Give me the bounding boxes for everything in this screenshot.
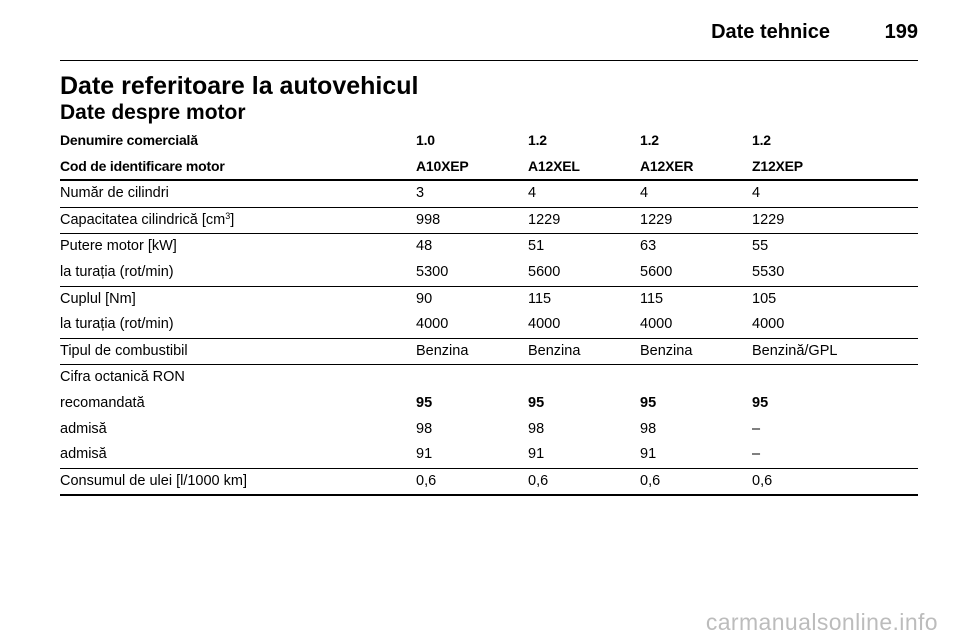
table-cell: 998 [416,207,528,235]
table-cell: 95 [416,394,433,411]
table-row-octane-allowed-1: admisă 98 98 98 – [60,417,918,443]
row-label-superscript: 3 [225,210,231,221]
table-cell: 105 [752,290,777,307]
table-cell: 98 [528,420,545,437]
table-cell: 91 [528,442,640,469]
table-cell: 95 [640,394,657,411]
page-header: Date tehnice 199 [0,18,918,48]
table-row-octane-allowed-2: admisă 91 91 91 – [60,442,918,469]
table-cell: Benzină/GPL [752,338,918,366]
table-cell: 1229 [640,207,752,235]
row-label: Cifra octanică RON [60,369,185,386]
subsection-title: Date despre motor [60,101,246,124]
table-row-octane-recommended: recomandată 95 95 95 95 [60,391,918,417]
row-label: Consumul de ulei [l/1000 km] [60,468,416,497]
table-header-cell: A10XEP [416,153,528,182]
table-cell [528,365,640,391]
table-cell: 4 [528,180,640,208]
row-label: Putere motor [kW] [60,238,177,255]
table-cell: 5300 [416,259,528,287]
table-cell: 98 [416,420,433,437]
table-cell: 63 [640,238,657,255]
table-cell: 91 [640,442,752,469]
table-header-label: Cod de identificare motor [60,153,416,182]
table-cell: Benzina [416,338,528,366]
table-row-fuel-type: Tipul de combustibil Benzina Benzina Ben… [60,338,918,366]
table-cell [416,365,528,391]
table-cell: 4 [640,180,752,208]
row-label: Cuplul [Nm] [60,290,136,307]
table-header-row-trade-name: Denumire comercială 1.0 1.2 1.2 1.2 [60,128,918,154]
table-cell: 55 [752,238,769,255]
table-header-cell: Z12XEP [752,153,918,182]
table-cell: 4000 [528,312,640,339]
section-title: Date referitoare la autovehicul [60,72,419,100]
table-header-cell: A12XER [640,153,752,182]
engine-spec-table: Denumire comercială 1.0 1.2 1.2 1.2 Cod … [60,128,918,497]
table-cell: 95 [752,394,769,411]
table-row-torque: Cuplul [Nm] 90 115 115 105 [60,286,918,312]
table-cell: 5530 [752,259,918,287]
row-label: admisă [60,442,416,469]
table-cell: 5600 [528,259,640,287]
table-cell: 0,6 [752,468,918,497]
watermark: carmanualsonline.info [705,609,938,635]
table-cell: 1229 [528,207,640,235]
table-cell: 98 [640,420,657,437]
table-row-octane-heading: Cifra octanică RON [60,365,918,391]
table-cell: 90 [416,290,433,307]
row-label-end: ] [230,211,235,228]
table-cell: 4000 [640,312,752,339]
table-cell: Benzina [528,338,640,366]
table-cell: 51 [528,238,545,255]
table-cell: 4000 [416,312,528,339]
table-cell: 5600 [640,259,752,287]
table-cell: Benzina [640,338,752,366]
table-cell: 4 [752,180,918,208]
table-cell [640,365,752,391]
row-label: admisă [60,420,107,437]
table-cell: 115 [528,290,552,307]
table-cell: – [752,442,918,469]
table-cell: 91 [416,442,528,469]
table-header-row-engine-code: Cod de identificare motor A10XEP A12XEL … [60,153,918,182]
table-cell: 95 [528,394,545,411]
table-cell: 0,6 [640,468,752,497]
table-header-cell: 1.2 [752,132,771,148]
row-label: Capacitatea cilindrică [cm3] [60,207,416,235]
row-label: recomandată [60,394,145,411]
table-cell: 3 [416,180,528,208]
table-cell [752,365,918,391]
page-number: 199 [884,21,918,43]
table-cell: 48 [416,238,433,255]
row-label: Număr de cilindri [60,180,416,208]
table-cell: 115 [640,290,664,307]
row-label: la turația (rot/min) [60,312,416,339]
table-cell: – [752,420,761,437]
row-label: la turația (rot/min) [60,259,416,287]
table-cell: 4000 [752,312,918,339]
table-header-cell: A12XEL [528,153,640,182]
table-row-power-rpm: la turația (rot/min) 5300 5600 5600 5530 [60,259,918,287]
table-row-displacement: Capacitatea cilindrică [cm3] 998 1229 12… [60,207,918,235]
row-label: Tipul de combustibil [60,338,416,366]
table-header-cell: 1.2 [528,132,547,148]
table-header-cell: 1.0 [416,132,435,148]
table-cell: 0,6 [416,468,528,497]
header-divider [60,60,918,61]
table-row-power: Putere motor [kW] 48 51 63 55 [60,234,918,260]
table-cell: 0,6 [528,468,640,497]
table-row-torque-rpm: la turația (rot/min) 4000 4000 4000 4000 [60,312,918,339]
header-title: Date tehnice [711,21,830,43]
table-header-cell: 1.2 [640,132,659,148]
table-header-label: Denumire comercială [60,132,198,148]
table-cell: 1229 [752,207,918,235]
row-label-main: Capacitatea cilindrică [cm [60,211,226,228]
table-row-oil-consumption: Consumul de ulei [l/1000 km] 0,6 0,6 0,6… [60,468,918,497]
table-row-cylinders: Număr de cilindri 3 4 4 4 [60,180,918,208]
